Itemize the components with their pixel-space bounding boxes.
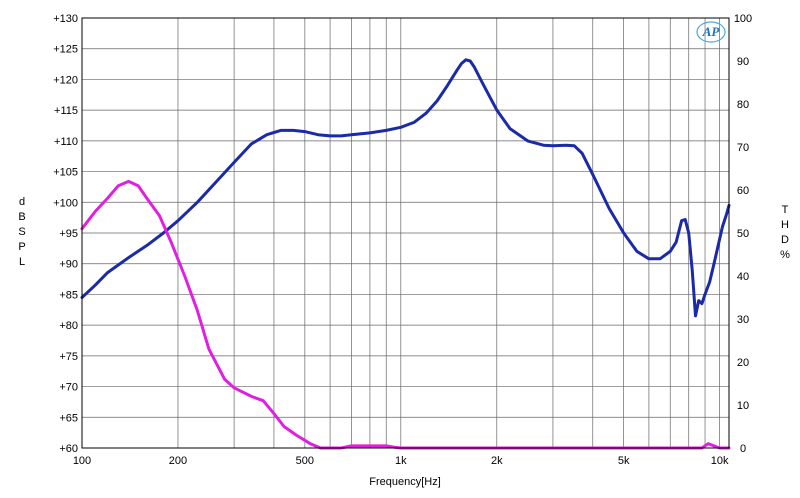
y-tick-label: +85 [59, 289, 78, 301]
y2-tick-label: 30 [737, 314, 749, 326]
y2-tick-label: 50 [737, 228, 749, 240]
spl-series-line [80, 58, 731, 318]
x-tick-label: 5k [618, 455, 630, 467]
x-tick-label: 500 [296, 455, 314, 467]
y2-tick-label: 100 [734, 13, 752, 25]
svg-text:AP: AP [702, 24, 721, 39]
plot-frame [81, 17, 730, 449]
y-tick-label: +100 [53, 197, 78, 209]
y-tick-label: +65 [59, 412, 78, 424]
x-tick-label: 2k [491, 455, 503, 467]
y-axis-label-char: S [18, 226, 25, 238]
y-tick-label: +95 [59, 228, 78, 240]
x-tick-label: 10k [711, 455, 729, 467]
y-tick-label: +110 [54, 136, 78, 148]
y-axis-label-char: L [19, 256, 25, 268]
x-tick-label: 200 [169, 455, 187, 467]
y2-tick-label: 90 [737, 56, 749, 68]
x-axis-label: Frequency[Hz] [369, 476, 441, 488]
y-axis-ticks: +60 +65 +70 +75 +80 +85 +90 +95 +100 +105 +110 +115… [53, 13, 78, 455]
y-axis-label-char: d [19, 196, 25, 208]
y2-tick-label: 60 [737, 185, 749, 197]
y2-tick-label: 70 [737, 142, 749, 154]
y-tick-label: +120 [53, 74, 78, 86]
y-axis-label-char: B [18, 211, 25, 223]
y2-axis-label-char: D [781, 234, 789, 246]
x-tick-label: 100 [73, 455, 91, 467]
y-tick-label: +125 [53, 44, 78, 56]
y-tick-label: +75 [59, 351, 78, 363]
y-tick-label: +130 [53, 13, 78, 25]
y-axis-label-char: P [18, 241, 25, 253]
x-tick-label: 1k [395, 455, 407, 467]
y2-tick-label: 80 [737, 99, 749, 111]
y2-axis-label-char: % [780, 249, 790, 261]
y-tick-label: +60 [59, 443, 78, 455]
y-tick-label: +105 [53, 167, 78, 179]
y-tick-label: +70 [59, 382, 78, 394]
y2-tick-label: 10 [737, 400, 749, 412]
x-axis-ticks: 100 200 500 1k 2k 5k 10k [73, 455, 729, 467]
y2-tick-label: 20 [737, 357, 749, 369]
y2-tick-label: 0 [740, 443, 746, 455]
y2-axis-label-char: H [781, 219, 789, 231]
y2-tick-label: 40 [737, 271, 749, 283]
ap-logo: AP [696, 21, 726, 43]
y-tick-label: +115 [54, 105, 78, 117]
y2-axis-ticks: 0 10 20 30 40 50 60 70 80 90 100 [734, 13, 752, 455]
y-tick-label: +90 [59, 259, 78, 271]
y-tick-label: +80 [59, 320, 78, 332]
y2-axis-label-char: T [782, 204, 789, 216]
y2-axis-label: THD% [780, 204, 790, 261]
